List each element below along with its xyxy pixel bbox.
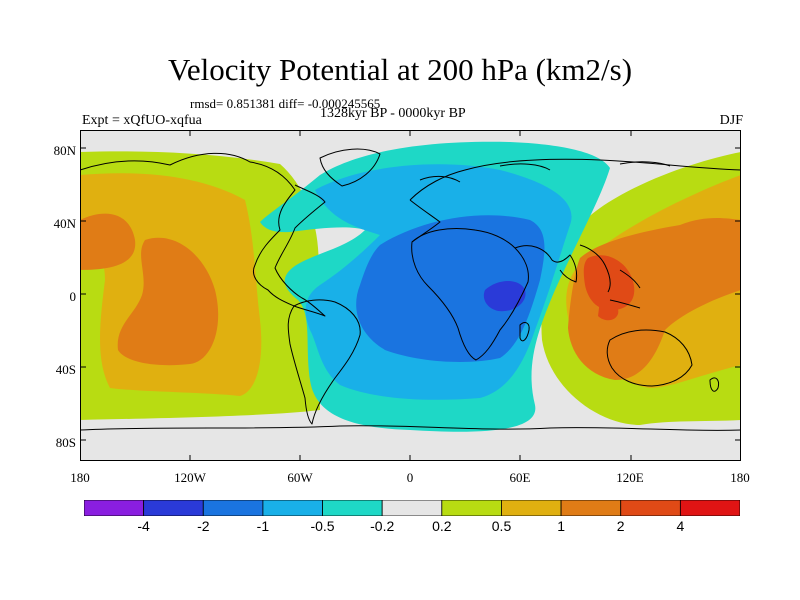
colorbar-label-3: -0.5	[310, 518, 335, 534]
lon-label-180e: 180	[730, 470, 750, 485]
east-africa-strong-negative	[483, 281, 526, 312]
colorbar-swatch-2	[202, 500, 264, 516]
south-america-coast	[287, 299, 361, 425]
greenland-coast	[319, 148, 381, 187]
colorbar-label-9: 4	[676, 518, 685, 534]
colorbar-swatch-4	[322, 500, 383, 516]
colorbar-label-4: -0.2	[370, 518, 395, 534]
colorbar-label-7: 1	[557, 518, 565, 534]
lat-label-80n: 80N	[53, 143, 76, 158]
colorbar-label-6: 0.5	[491, 518, 512, 534]
pacific-west-positive-2	[117, 237, 219, 366]
colorbar-label-0: -4	[137, 518, 150, 534]
colorbar-label-5: 0.2	[432, 518, 452, 534]
colorbar-label-8: 2	[616, 518, 625, 534]
antarctica-coast	[80, 425, 741, 431]
colorbar-swatch-6	[441, 500, 502, 516]
australia-coast	[606, 329, 693, 387]
lat-label-40n: 40N	[53, 216, 76, 231]
lon-label-180w: 180	[70, 470, 90, 485]
africa-negative	[356, 215, 545, 362]
lon-label-0: 0	[406, 470, 414, 485]
maritime-continent-strong-positive	[583, 255, 635, 311]
lon-label-120w: 120W	[174, 470, 206, 485]
coastlines	[80, 148, 741, 431]
colorbar-label-2: -1	[256, 518, 270, 534]
colorbar-swatch-5	[381, 500, 443, 516]
indonesia-strong-positive-patch	[598, 299, 619, 321]
season-label: DJF	[719, 113, 743, 128]
plot-title: Velocity Potential at 200 hPa (km2/s)	[167, 52, 633, 87]
velocity-potential-map	[80, 130, 741, 461]
colorbar-swatch-9	[620, 500, 681, 516]
colorbar-label-1: -2	[197, 518, 210, 534]
rmsd-diff-stats: rmsd= 0.851381 diff= -0.000245565	[190, 96, 381, 111]
southeast-asia-coast	[579, 244, 641, 309]
map-ticks	[80, 130, 741, 461]
lat-label-80s: 80S	[55, 435, 76, 450]
lat-label-40s: 40S	[55, 362, 76, 377]
madagascar-coast	[519, 322, 530, 342]
pacific-west-positive-1	[80, 213, 136, 270]
time-period: 1328kyr BP - 0000kyr BP	[320, 106, 466, 121]
lon-label-60e: 60E	[509, 470, 531, 485]
colorbar-swatch-8	[560, 500, 622, 516]
north-polar-coast	[419, 161, 671, 183]
lat-label-eq: 0	[69, 289, 77, 304]
arabia-india-coast	[514, 245, 578, 283]
colorbar-swatch-10	[679, 500, 740, 516]
colorbar-swatch-0	[84, 500, 145, 516]
lon-label-120e: 120E	[616, 470, 644, 485]
new-zealand-coast	[709, 377, 719, 392]
north-america-coast	[80, 152, 326, 317]
experiment-label: Expt = xQfUO-xqfua	[82, 113, 202, 128]
colorbar-swatch-3	[262, 500, 323, 516]
lon-label-60w: 60W	[287, 470, 313, 485]
colorbar-swatch-1	[143, 500, 204, 516]
colorbar	[84, 500, 740, 516]
colorbar-swatch-7	[501, 500, 562, 516]
africa-coast	[411, 228, 529, 361]
